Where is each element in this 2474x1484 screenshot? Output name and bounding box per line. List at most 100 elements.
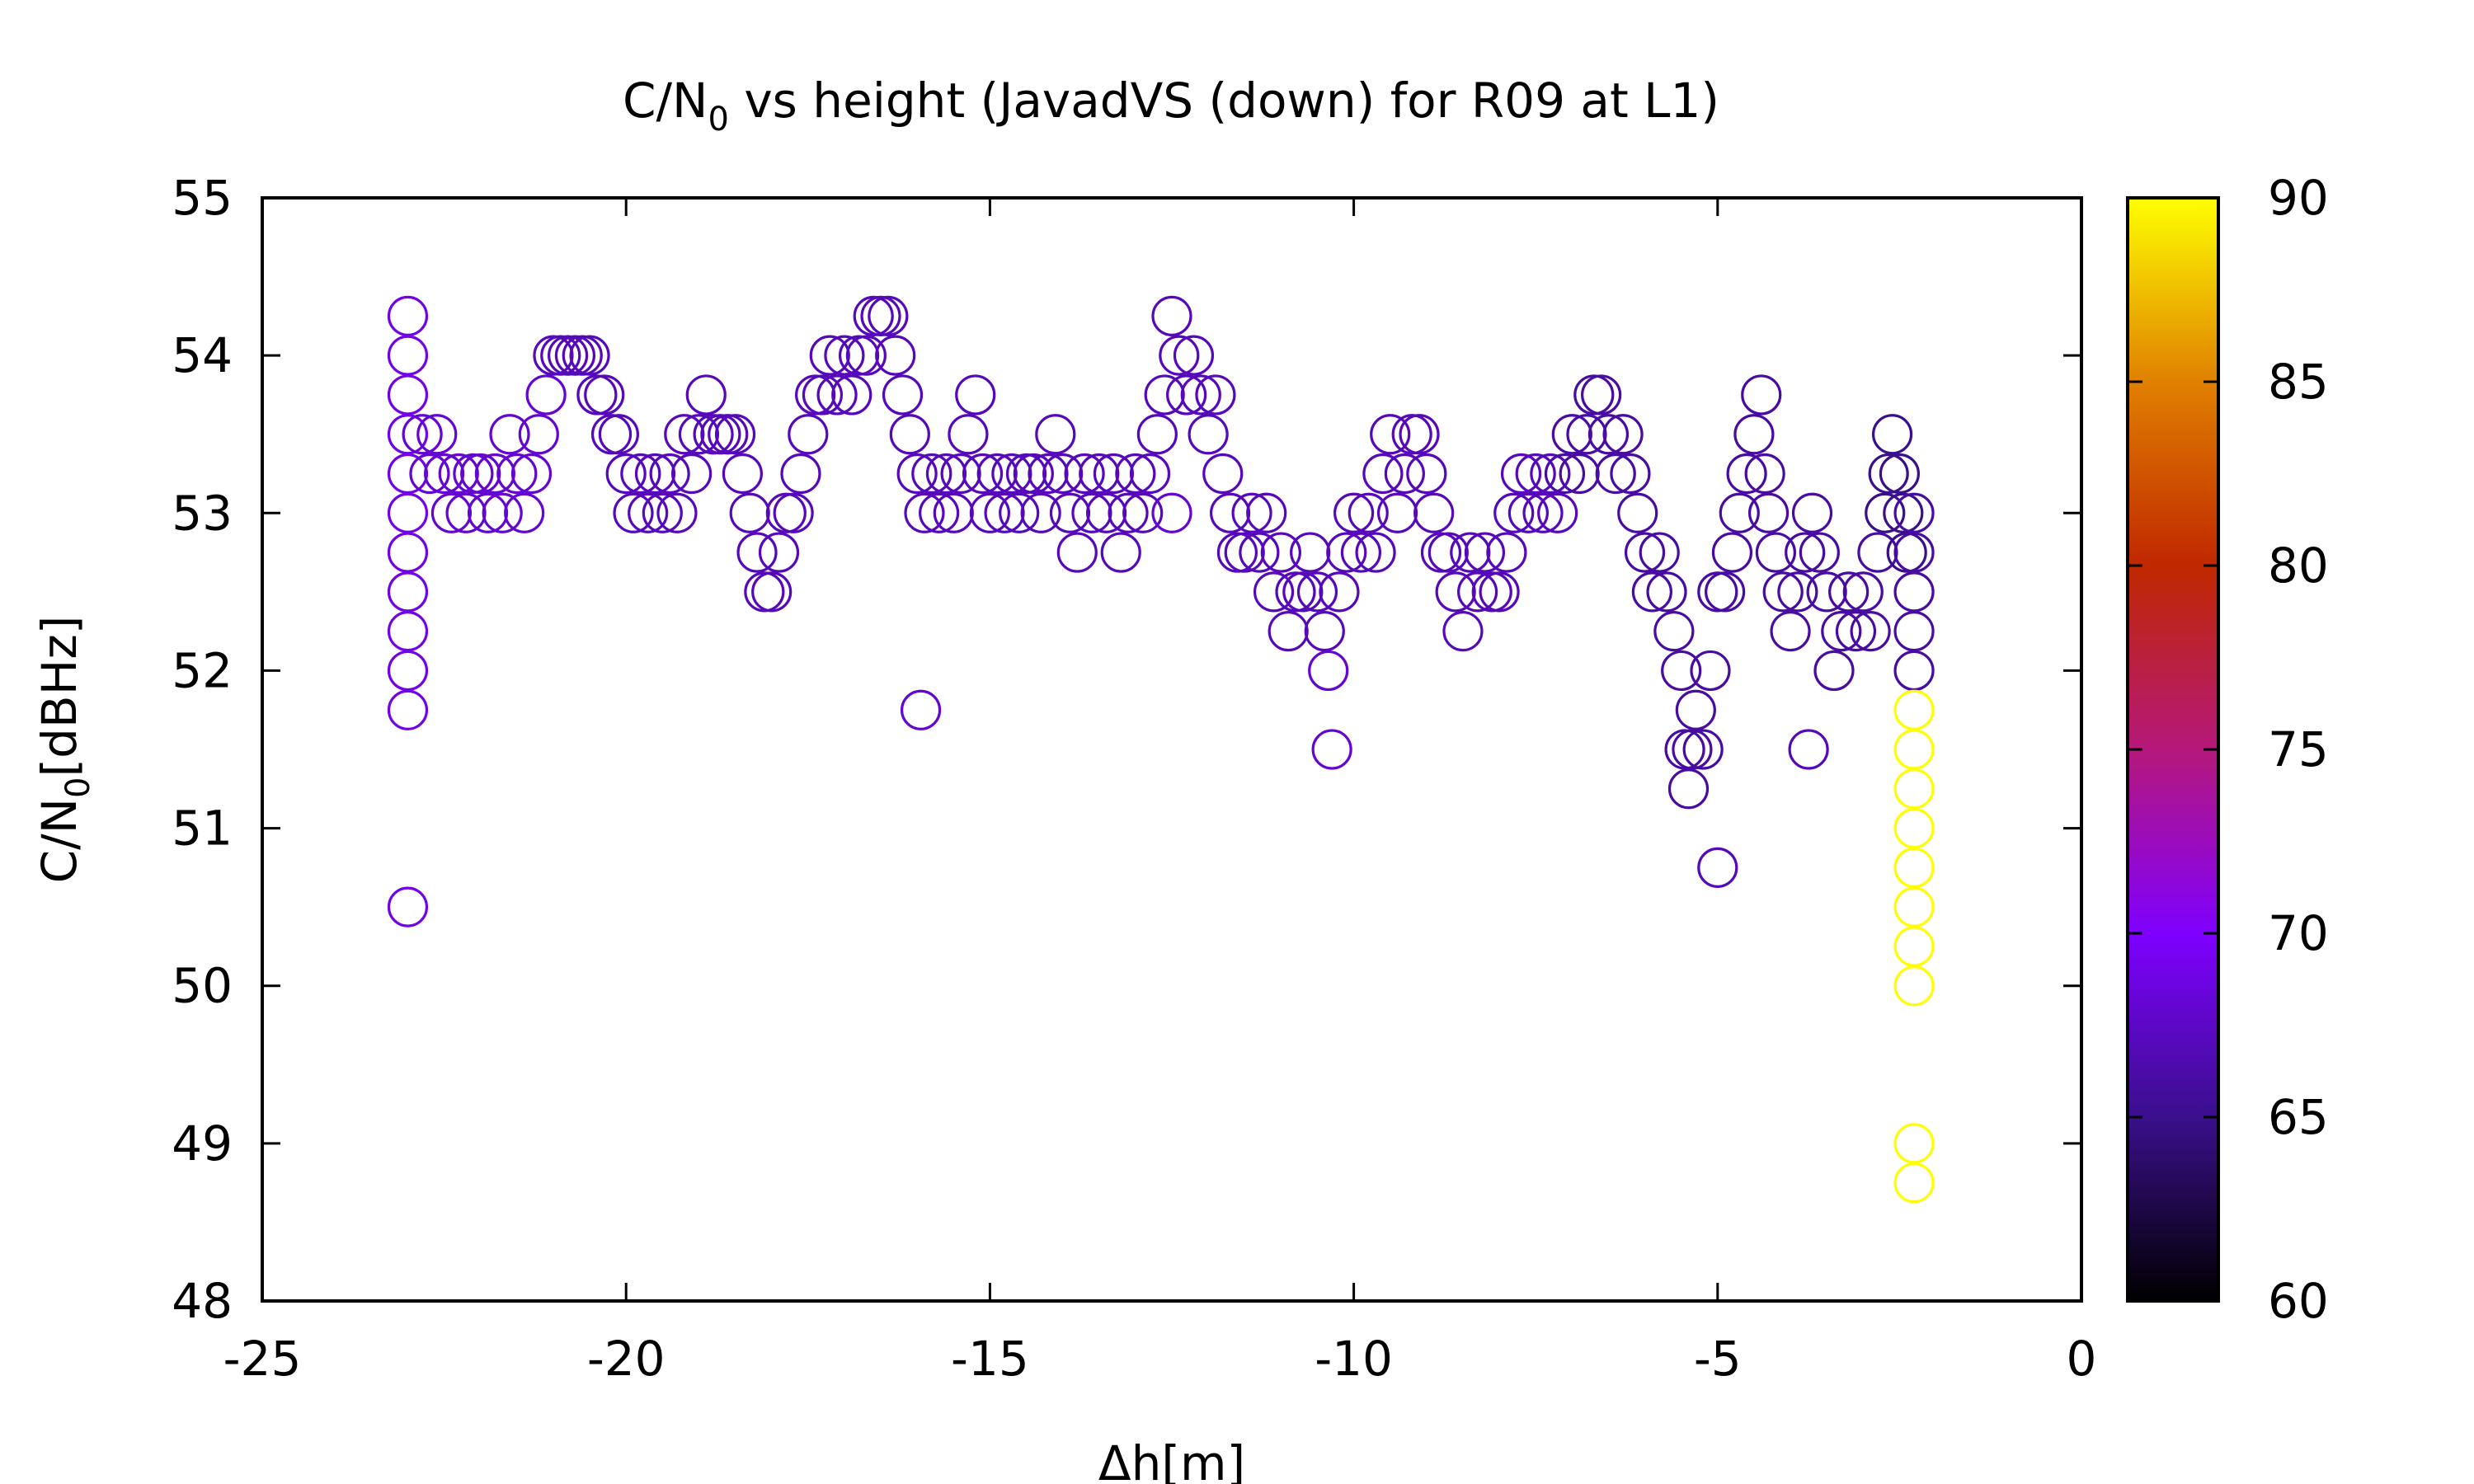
colorbar-tick-label: 85 [2268, 354, 2329, 410]
data-point [1639, 532, 1680, 573]
data-point [1893, 1162, 1935, 1204]
data-point [1376, 492, 1418, 533]
data-point [387, 335, 429, 376]
data-point [984, 492, 1025, 533]
colorbar-tick-label: 60 [2268, 1273, 2329, 1329]
data-point [1893, 965, 1935, 1007]
data-point [773, 492, 814, 533]
colorbar-axis: 60 65 70 75 80 85 90 [2128, 170, 2329, 1329]
data-point [590, 414, 633, 455]
data-point [1282, 571, 1324, 613]
data-point [1617, 492, 1658, 533]
data-point [1850, 611, 1891, 652]
data-point [1602, 414, 1644, 455]
data-point [1672, 729, 1713, 770]
data-point [940, 453, 981, 495]
data-point [1268, 611, 1309, 652]
data-point [1893, 1123, 1935, 1164]
data-point [1610, 453, 1651, 495]
data-point [409, 453, 450, 495]
data-point [1871, 414, 1913, 455]
data-point [1667, 768, 1710, 810]
y-tick-label: 51 [172, 801, 233, 857]
data-point [525, 374, 567, 416]
data-point [504, 492, 545, 533]
data-point [1093, 453, 1135, 495]
data-point [736, 532, 778, 573]
data-point [693, 414, 734, 455]
data-point [911, 453, 952, 495]
data-point [1664, 729, 1705, 770]
data-point [1136, 414, 1178, 455]
data-point [1842, 571, 1884, 613]
data-point [868, 295, 909, 336]
data-point [1151, 492, 1192, 533]
data-point [1173, 335, 1215, 376]
data-point [765, 492, 807, 533]
data-point [1035, 414, 1076, 455]
data-point [1290, 532, 1331, 573]
data-point [1253, 571, 1295, 613]
data-point [474, 453, 515, 495]
data-point [1624, 532, 1666, 573]
data-point [1370, 414, 1411, 455]
data-point [1893, 886, 1935, 928]
data-point [642, 492, 683, 533]
data-point [634, 453, 676, 495]
data-point [933, 492, 974, 533]
data-point [430, 492, 473, 533]
data-point [1457, 571, 1498, 613]
data-point [460, 453, 501, 495]
data-point [685, 374, 727, 416]
data-point [1224, 532, 1265, 573]
data-point [1333, 492, 1375, 533]
data-point [1537, 492, 1578, 533]
data-point [1413, 492, 1455, 533]
data-point [562, 335, 603, 376]
data-point [1719, 492, 1760, 533]
data-point [1028, 453, 1069, 495]
data-point [1340, 532, 1382, 573]
data-point [1726, 453, 1767, 495]
data-point [1813, 650, 1855, 692]
data-point [1188, 414, 1229, 455]
data-point [387, 689, 429, 730]
data-point [576, 374, 618, 416]
data-point [1246, 492, 1287, 533]
data-point [1711, 532, 1753, 573]
y-axis: 48 49 50 51 52 53 54 55 [172, 170, 2081, 1329]
data-point [387, 374, 429, 416]
data-point [1595, 453, 1636, 495]
data-point [1744, 453, 1785, 495]
data-point [1391, 414, 1432, 455]
data-point [955, 374, 996, 416]
data-point [569, 335, 610, 376]
data-point [1471, 571, 1512, 613]
data-point [1296, 571, 1338, 613]
y-tick-label: 50 [172, 958, 233, 1014]
data-point [896, 453, 938, 495]
data-point [838, 335, 880, 376]
data-point [1788, 729, 1829, 770]
data-point [1013, 453, 1054, 495]
data-point [1420, 532, 1462, 573]
data-point [656, 492, 698, 533]
data-point [620, 453, 661, 495]
data-point [1893, 926, 1935, 967]
data-point [1868, 453, 1909, 495]
data-point [1893, 532, 1935, 573]
data-point [510, 453, 553, 495]
data-point [1883, 492, 1924, 533]
data-point [1893, 729, 1935, 770]
data-point [613, 492, 654, 533]
data-point [1450, 532, 1491, 573]
data-point [1507, 492, 1549, 533]
data-point [1115, 453, 1156, 495]
chart-title: C/N0 vs height (JavadVS (down) for R09 a… [623, 73, 1719, 139]
data-point [1216, 532, 1258, 573]
data-point [991, 453, 1032, 495]
data-point [1682, 729, 1724, 770]
data-point [1522, 492, 1564, 533]
data-point [1159, 335, 1200, 376]
